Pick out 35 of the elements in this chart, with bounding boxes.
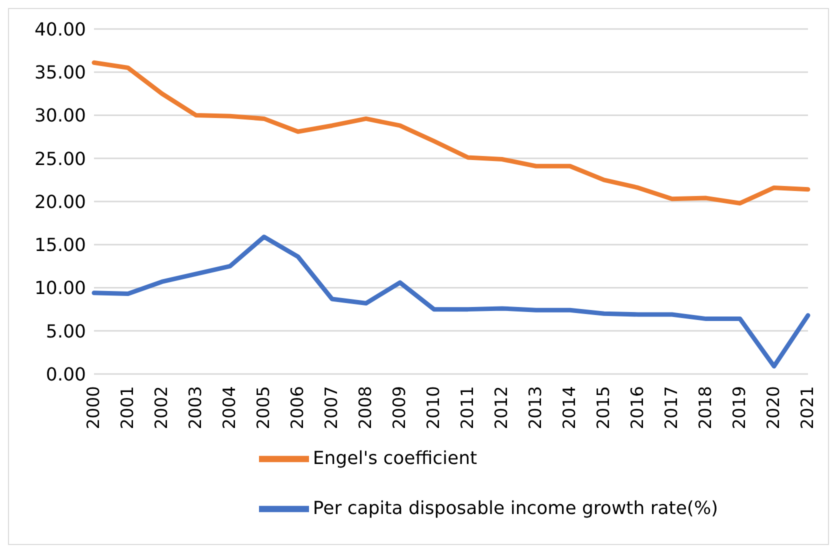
x-tick-label: 2009 — [390, 386, 410, 430]
y-tick-label: 15.00 — [34, 235, 86, 256]
x-tick-label: 2021 — [798, 386, 818, 430]
x-tick-label: 2007 — [322, 386, 342, 430]
x-tick-label: 2011 — [458, 386, 478, 430]
x-tick-label: 2012 — [492, 386, 512, 430]
x-tick-label: 2005 — [254, 386, 274, 430]
y-tick-label: 35.00 — [34, 62, 86, 84]
legend-label: Per capita disposable income growth rate(%) — [312, 498, 718, 519]
y-tick-label: 0.00 — [46, 364, 86, 386]
x-tick-label: 2020 — [764, 386, 784, 430]
x-tick-label: 2003 — [186, 386, 206, 430]
legend-label: Engel's coefficient — [312, 448, 478, 469]
x-tick-label: 2015 — [594, 386, 614, 430]
x-tick-label: 2010 — [424, 386, 444, 430]
x-tick-label: 2002 — [152, 386, 172, 430]
x-tick-label: 2019 — [730, 386, 750, 430]
x-tick-label: 2014 — [560, 386, 580, 430]
x-tick-label: 2013 — [526, 386, 546, 430]
x-tick-label: 2016 — [628, 386, 648, 430]
x-tick-label: 2017 — [662, 386, 682, 430]
line-series — [92, 234, 810, 368]
x-tick-label: 2004 — [220, 386, 240, 430]
y-tick-label: 40.00 — [34, 19, 86, 40]
y-tick-label: 25.00 — [34, 148, 86, 170]
x-tick-label: 2018 — [696, 386, 716, 430]
x-tick-label: 2008 — [356, 386, 376, 430]
y-tick-label: 5.00 — [46, 321, 86, 342]
y-tick-label: 20.00 — [34, 192, 86, 213]
x-tick-label: 2001 — [118, 386, 138, 430]
x-tick-label: 2000 — [84, 386, 104, 430]
y-tick-label: 30.00 — [34, 106, 86, 127]
y-tick-label: 10.00 — [34, 278, 86, 300]
line-series — [92, 60, 810, 206]
x-tick-label: 2006 — [288, 386, 308, 430]
